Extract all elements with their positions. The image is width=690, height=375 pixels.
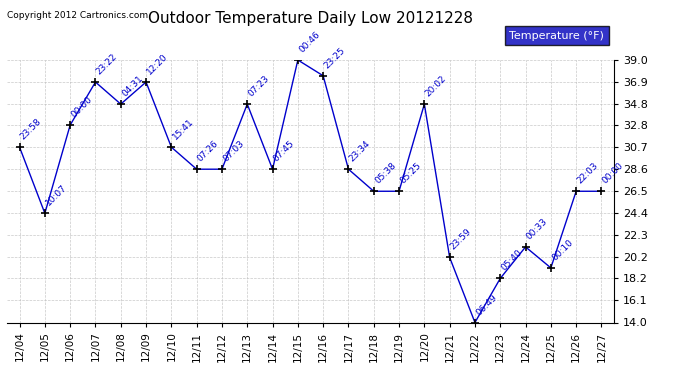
Text: 00:00: 00:00 [600,161,625,186]
Text: 00:46: 00:46 [297,30,322,54]
Text: 07:45: 07:45 [272,139,296,164]
Text: 23:34: 23:34 [348,139,372,164]
Text: 06:49: 06:49 [474,292,499,317]
Text: 15:41: 15:41 [170,117,195,142]
Text: 12:20: 12:20 [145,52,170,76]
Text: 07:03: 07:03 [221,139,246,164]
Text: 00:10: 00:10 [550,238,575,262]
Text: 23:25: 23:25 [322,46,347,70]
Text: 23:59: 23:59 [448,227,473,252]
Text: 20:02: 20:02 [424,74,448,99]
Text: Copyright 2012 Cartronics.com: Copyright 2012 Cartronics.com [7,11,148,20]
Text: 05:25: 05:25 [398,161,423,186]
Text: 07:23: 07:23 [246,74,271,99]
Text: 22:03: 22:03 [575,161,600,186]
Text: 23:58: 23:58 [19,117,43,142]
Text: 05:38: 05:38 [373,161,397,186]
Text: 23:22: 23:22 [95,52,119,76]
Text: Outdoor Temperature Daily Low 20121228: Outdoor Temperature Daily Low 20121228 [148,11,473,26]
Text: 04:31: 04:31 [120,74,144,99]
Text: 05:40: 05:40 [500,248,524,273]
Text: 00:33: 00:33 [524,217,549,242]
Legend: Temperature (°F): Temperature (°F) [505,26,609,45]
Text: 10:07: 10:07 [44,183,69,208]
Text: 00:00: 00:00 [69,95,94,120]
Text: 07:26: 07:26 [196,139,220,164]
